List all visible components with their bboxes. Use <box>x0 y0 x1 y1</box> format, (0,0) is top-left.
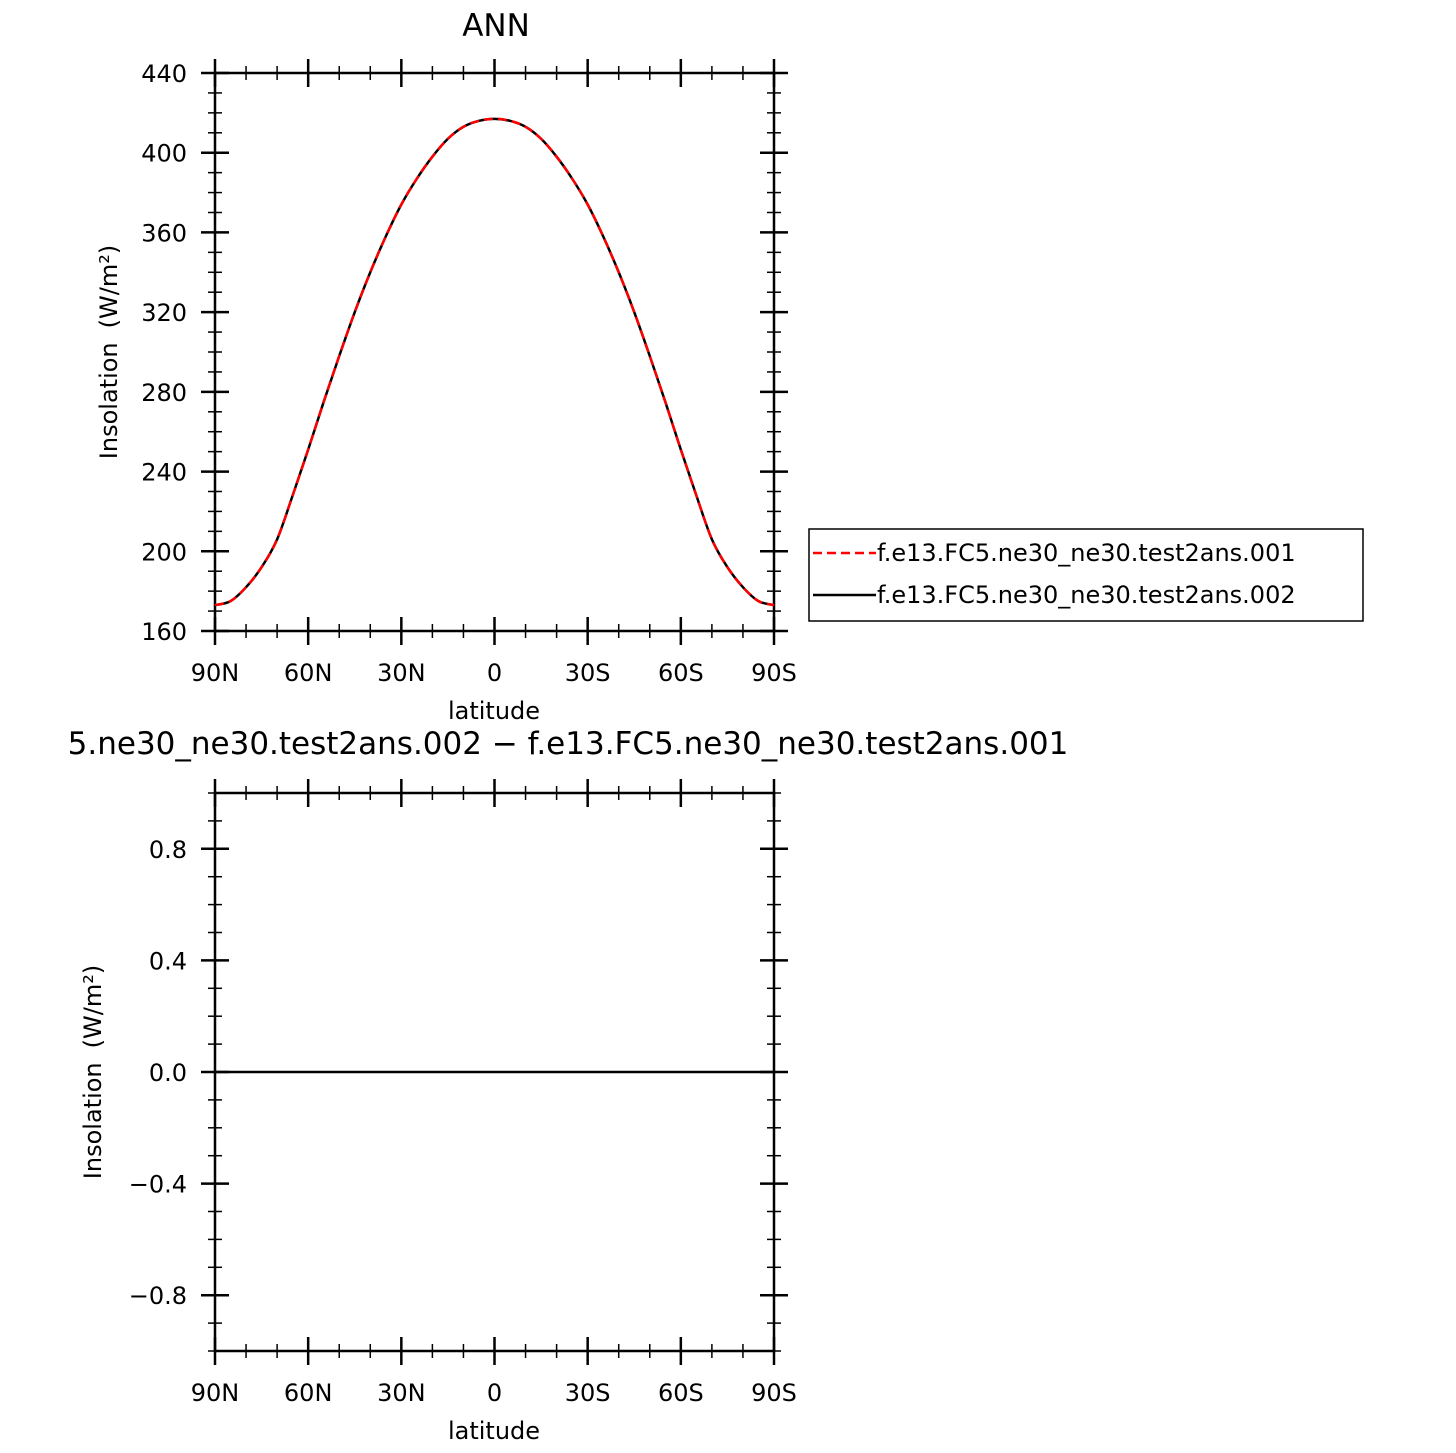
bottom-y-tick-label: −0.8 <box>129 1282 187 1310</box>
top-x-tick-label: 60S <box>658 659 704 687</box>
bottom-y-tick-label: −0.4 <box>129 1171 187 1199</box>
bottom-y-axis-label: Insolation (W/m²) <box>79 965 107 1179</box>
legend-label-series-002: f.e13.FC5.ne30_ne30.test2ans.002 <box>877 581 1296 609</box>
top-y-axis-label: Insolation (W/m²) <box>95 245 123 459</box>
top-x-tick-label: 30S <box>565 659 611 687</box>
top-y-tick-label: 360 <box>141 219 187 247</box>
top-y-tick-labels: 160 200 240 280 320 360 400 440 <box>141 60 187 646</box>
top-series <box>214 117 775 607</box>
bottom-y-axis-label-unit: (W/m²) <box>79 965 107 1049</box>
top-x-tick-label: 30N <box>377 659 426 687</box>
bottom-ticks <box>201 779 788 1365</box>
top-y-tick-label: 400 <box>141 140 187 168</box>
bottom-x-tick-label: 90N <box>191 1379 240 1407</box>
top-x-tick-labels: 90N 60N 30N 0 30S 60S 90S <box>191 659 797 687</box>
top-x-axis-label: latitude <box>448 697 540 725</box>
top-x-tick-label: 90S <box>751 659 797 687</box>
bottom-y-tick-label: 0.0 <box>149 1059 187 1087</box>
top-x-tick-label: 90N <box>191 659 240 687</box>
bottom-x-tick-label: 30N <box>377 1379 426 1407</box>
bottom-x-tick-labels: 90N 60N 30N 0 30S 60S 90S <box>191 1379 797 1407</box>
bottom-x-tick-label: 0 <box>487 1379 502 1407</box>
bottom-x-tick-label: 30S <box>565 1379 611 1407</box>
legend-label-series-001: f.e13.FC5.ne30_ne30.test2ans.001 <box>877 539 1296 567</box>
top-y-tick-label: 280 <box>141 379 187 407</box>
top-series-line-0 <box>214 117 775 607</box>
legend: f.e13.FC5.ne30_ne30.test2ans.001 f.e13.F… <box>808 528 1364 622</box>
top-ticks <box>201 59 788 645</box>
bottom-x-tick-label: 90S <box>751 1379 797 1407</box>
top-y-tick-label: 320 <box>141 299 187 327</box>
bottom-y-tick-label: 0.4 <box>149 947 187 975</box>
top-title: ANN <box>462 8 530 44</box>
top-x-tick-label: 0 <box>487 659 502 687</box>
top-y-tick-label: 440 <box>141 60 187 88</box>
bottom-y-axis-label-name: Insolation <box>79 1062 107 1179</box>
top-y-axis-label-name: Insolation <box>95 342 123 459</box>
top-y-axis-label-unit: (W/m²) <box>95 245 123 329</box>
top-y-tick-label: 160 <box>141 618 187 646</box>
bottom-title: 5.ne30_ne30.test2ans.002 − f.e13.FC5.ne3… <box>68 726 1069 762</box>
top-y-tick-label: 200 <box>141 538 187 566</box>
bottom-x-tick-label: 60S <box>658 1379 704 1407</box>
bottom-x-tick-label: 60N <box>284 1379 333 1407</box>
top-x-tick-label: 60N <box>284 659 333 687</box>
top-panel: ANN 160 200 240 280 320 360 400 440 90N 60N 30N 0 3… <box>95 8 1364 725</box>
legend-box <box>808 528 1364 622</box>
top-y-tick-label: 240 <box>141 459 187 487</box>
bottom-x-axis-label: latitude <box>448 1417 540 1445</box>
bottom-y-tick-label: 0.8 <box>149 836 187 864</box>
bottom-panel: 5.ne30_ne30.test2ans.002 − f.e13.FC5.ne3… <box>68 726 1069 1445</box>
bottom-y-tick-labels: −0.8 −0.4 0.0 0.4 0.8 <box>129 836 187 1310</box>
top-series-line-1 <box>214 117 775 607</box>
top-plot-frame <box>213 71 776 633</box>
